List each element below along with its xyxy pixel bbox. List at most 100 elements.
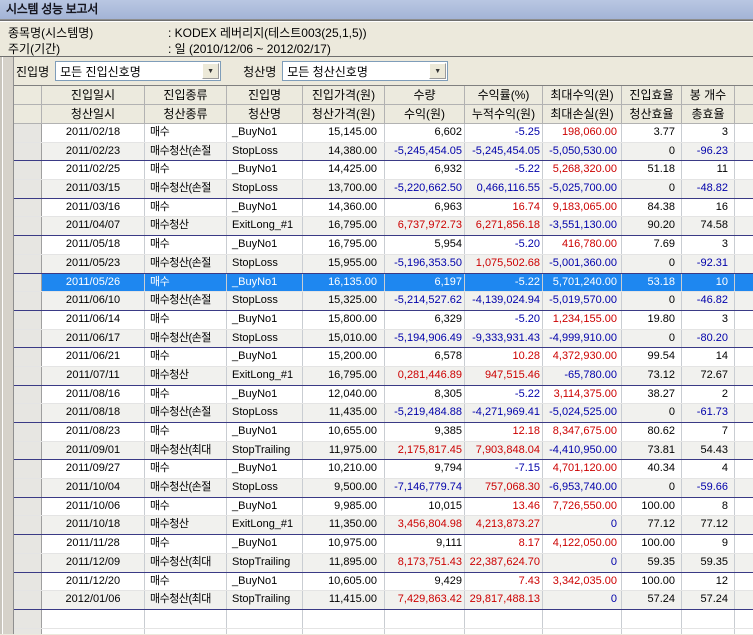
table-cell: 매수청산(최대 <box>145 553 227 572</box>
column-header: 총효율 <box>682 105 735 124</box>
period-label: 주기(기간) <box>8 41 61 56</box>
table-cell: 15,200.00 <box>303 348 385 366</box>
table-cell: 2011/08/16 <box>42 385 145 404</box>
table-cell: -4,410,950.00 <box>543 441 622 460</box>
table-row[interactable]: 2011/05/23 매수청산(손절 StopLoss 15,955.00 -5,196… <box>14 254 753 274</box>
table-cell: 2011/10/18 <box>42 516 145 535</box>
exit-signal-filter-select[interactable]: 모든 청산신호명 ▼ <box>282 61 449 81</box>
window-titlebar[interactable]: 시스템 성능 보고서 <box>0 0 753 20</box>
table-cell: StopLoss <box>227 292 303 310</box>
table-cell: 57.24 <box>682 591 735 609</box>
table-cell: 6,271,856.18 <box>465 217 543 236</box>
table-row[interactable]: 2012/01/06 매수청산(최대 StopTrailing 11,415.00 7,… <box>14 591 753 610</box>
table-cell: 매수청산 <box>145 516 227 535</box>
table-row[interactable]: 2011/10/18 매수청산 ExitLong_#1 11,350.00 3,456,… <box>14 516 753 536</box>
table-cell: -5,019,570.00 <box>543 292 622 310</box>
table-cell: 11 <box>682 161 735 180</box>
table-cell: -4,139,024.94 <box>465 292 543 310</box>
table-row[interactable]: 2011/03/15 매수청산(손절 StopLoss 13,700.00 -5,220… <box>14 180 753 199</box>
row-header-cell <box>14 366 42 385</box>
column-header: 청산일시 <box>42 105 145 124</box>
exit-filter-label: 청산명 <box>243 64 277 79</box>
table-cell: 0 <box>622 404 682 422</box>
table-cell <box>42 609 145 628</box>
table-row[interactable]: 2011/03/16 매수 _BuyNo1 14,360.00 6,963 16.74 9,… <box>14 198 753 218</box>
table-cell: -3,551,130.00 <box>543 217 622 236</box>
table-cell: 매수 <box>145 310 227 329</box>
table-cell: 매수 <box>145 572 227 591</box>
table-cell: 9,111 <box>385 535 465 553</box>
table-row[interactable]: 2011/10/06 매수 _BuyNo1 9,985.00 10,015 13.46 7,… <box>14 497 753 517</box>
table-row[interactable]: 2011/08/16 매수 _BuyNo1 12,040.00 8,305 -5.22 3,… <box>14 385 753 405</box>
table-row[interactable]: 2011/05/18 매수 _BuyNo1 16,795.00 5,954 -5.20 41… <box>14 236 753 255</box>
table-row[interactable]: 2011/02/23 매수청산(손절 StopLoss 14,380.00 -5,245… <box>14 142 753 162</box>
table-cell: StopTrailing <box>227 441 303 460</box>
table-cell: 10,015 <box>385 497 465 516</box>
table-cell: 10,655.00 <box>303 423 385 441</box>
table-row[interactable]: 2011/06/21 매수 _BuyNo1 15,200.00 6,578 10.28 4,… <box>14 348 753 367</box>
entry-signal-filter-select[interactable]: 모든 진입신호명 ▼ <box>55 61 222 81</box>
table-cell: 0 <box>543 591 622 609</box>
table-row[interactable]: 2011/08/23 매수 _BuyNo1 10,655.00 9,385 12.18 8,… <box>14 423 753 442</box>
table-cell: -5,025,700.00 <box>543 180 622 198</box>
table-cell: _BuyNo1 <box>227 273 303 292</box>
table-cell: 매수 <box>145 497 227 516</box>
table-cell: _BuyNo1 <box>227 535 303 553</box>
table-row[interactable]: 2011/09/01 매수청산(최대 StopTrailing 11,975.00 2,… <box>14 441 753 461</box>
table-cell: 7.43 <box>465 572 543 591</box>
row-header-cell <box>14 404 42 422</box>
chevron-down-icon[interactable]: ▼ <box>429 63 447 79</box>
table-cell <box>735 498 753 516</box>
table-row[interactable]: 2011/11/28 매수 _BuyNo1 10,975.00 9,111 8.17 4,1… <box>14 535 753 554</box>
table-row[interactable]: 2011/08/18 매수청산(손절 StopLoss 11,435.00 -5,219… <box>14 404 753 423</box>
table-cell: 72.67 <box>682 366 735 385</box>
table-cell: 매수청산(손절 <box>145 142 227 161</box>
table-cell <box>145 609 227 628</box>
table-row[interactable]: 2011/04/07 매수청산 ExitLong_#1 16,795.00 6,737,… <box>14 217 753 237</box>
table-row-selected[interactable]: 2011/05/26 매수 _BuyNo1 16,135.00 6,197 -5.22 5,… <box>14 273 753 293</box>
row-header-cell <box>14 310 42 329</box>
header-filler-cell <box>735 105 753 124</box>
table-cell: StopLoss <box>227 180 303 198</box>
table-cell: 매수 <box>145 198 227 217</box>
chevron-down-icon[interactable]: ▼ <box>202 63 220 79</box>
table-cell: 2011/06/14 <box>42 310 145 329</box>
table-row[interactable]: 2011/02/18 매수 _BuyNo1 15,145.00 6,602 -5.25 19… <box>14 124 753 143</box>
table-row[interactable]: 2011/06/10 매수청산(손절 StopLoss 15,325.00 -5,214… <box>14 292 753 311</box>
table-cell: 매수 <box>145 273 227 292</box>
table-cell: 416,780.00 <box>543 236 622 254</box>
table-row[interactable]: 2011/07/11 매수청산 ExitLong_#1 16,795.00 0,281,… <box>14 366 753 386</box>
table-cell: 8.17 <box>465 535 543 553</box>
table-row[interactable]: 2011/06/17 매수청산(손절 StopLoss 15,010.00 -5,194… <box>14 329 753 349</box>
table-cell: 22,387,624.70 <box>465 553 543 572</box>
table-cell: -5,214,527.62 <box>385 292 465 310</box>
header-corner-cell <box>14 86 42 105</box>
table-cell: 59.35 <box>622 553 682 572</box>
table-cell: 매수청산 <box>145 217 227 236</box>
table-cell: 3,114,375.00 <box>543 385 622 404</box>
table-row[interactable]: 2011/06/14 매수 _BuyNo1 15,800.00 6,329 -5.20 1,… <box>14 310 753 330</box>
table-row[interactable]: 2011/09/27 매수 _BuyNo1 10,210.00 9,794 -7.15 4,… <box>14 460 753 480</box>
header-filler-cell <box>735 86 753 105</box>
column-header: 진입명 <box>227 86 303 105</box>
table-cell: 매수 <box>145 161 227 180</box>
table-cell: 51.18 <box>622 161 682 180</box>
table-row[interactable]: 2011/02/25 매수 _BuyNo1 14,425.00 6,932 -5.22 5,… <box>14 161 753 181</box>
table-cell: -80.20 <box>682 329 735 348</box>
table-row[interactable]: 2011/12/20 매수 _BuyNo1 10,605.00 9,429 7.43 3,3… <box>14 572 753 592</box>
table-cell <box>735 330 753 348</box>
column-header: 진입일시 <box>42 86 145 105</box>
table-cell: -5.22 <box>465 385 543 404</box>
table-row[interactable]: 2011/10/04 매수청산(손절 StopLoss 9,500.00 -7,146,… <box>14 479 753 498</box>
table-cell: 15,955.00 <box>303 254 385 273</box>
table-cell: ExitLong_#1 <box>227 217 303 236</box>
table-cell: 2011/03/15 <box>42 180 145 198</box>
table-cell: 84.38 <box>622 198 682 217</box>
table-cell: 77.12 <box>622 516 682 535</box>
table-cell: 6,602 <box>385 124 465 142</box>
table-cell: 15,145.00 <box>303 124 385 142</box>
table-cell: 14,360.00 <box>303 198 385 217</box>
table-row[interactable]: 2011/12/09 매수청산(최대 StopTrailing 11,895.00 8,… <box>14 553 753 573</box>
table-cell: 2011/10/04 <box>42 479 145 497</box>
table-cell: 9,985.00 <box>303 497 385 516</box>
